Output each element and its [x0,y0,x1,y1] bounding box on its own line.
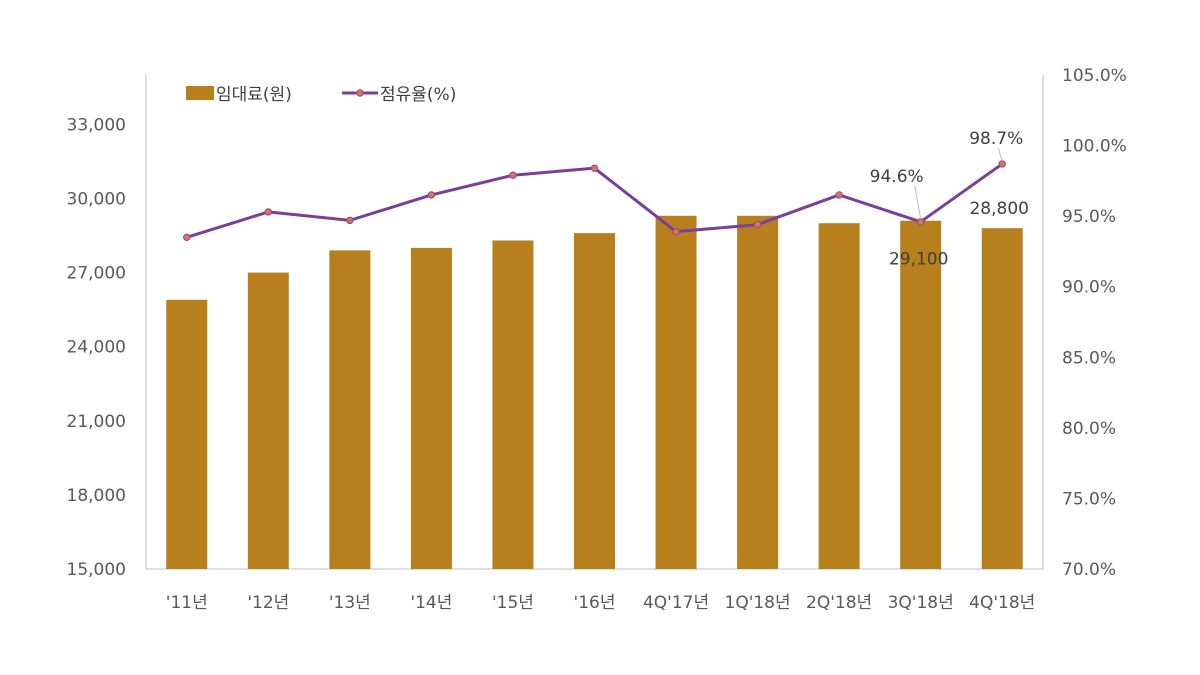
legend-label-rent: 임대료(원) [216,85,292,105]
bar [410,247,452,569]
x-tick-label: '15년 [492,593,534,613]
y-left-tick-label: 21,000 [67,412,126,432]
x-tick-label: '11년 [166,593,208,613]
bar [655,215,697,570]
y-right-tick-label: 90.0% [1062,278,1116,298]
legend-swatch-rent [186,86,214,100]
line-marker [264,208,273,216]
y-right-tick-label: 105.0% [1062,66,1127,86]
leader-line [997,147,1003,162]
line-data-label: 94.6% [870,167,924,187]
line-marker [509,171,517,179]
legend: 임대료(원) 점유율(%) [186,85,456,105]
x-tick-label: '12년 [247,593,289,613]
line-marker [753,220,762,229]
y-left-tick-label: 15,000 [67,560,126,580]
y-right-tick-label: 100.0% [1062,137,1127,157]
line-marker [427,191,436,199]
legend-label-occupancy: 점유율(%) [380,85,456,105]
bar-data-label: 28,800 [969,199,1028,219]
y-right-tick-label: 75.0% [1062,489,1116,509]
line-marker [183,233,191,242]
y-left-tick-label: 24,000 [67,338,126,358]
line-series [183,160,1006,242]
line-marker [590,164,599,172]
line-marker [835,191,843,199]
bar-data-label: 29,100 [889,250,948,270]
bar [818,223,860,569]
x-tick-label: '14년 [410,593,452,613]
y-right-tick-label: 80.0% [1062,419,1116,439]
bar [900,220,942,570]
line-marker [998,160,1006,168]
line-data-label: 98.7% [969,129,1023,149]
x-tick-label: 2Q'18년 [806,593,872,613]
bar [574,233,615,569]
bar-series [166,215,1023,570]
y-right-tick-label: 95.0% [1062,207,1116,227]
x-tick-label: 3Q'18년 [888,593,954,613]
data-labels: 29,100 28,800 94.6% 98.7% [870,129,1029,270]
leader-line [914,185,922,219]
line-marker [346,216,354,225]
y-left-tick-label: 27,000 [67,264,126,284]
bar [166,299,208,569]
bar [737,215,779,570]
x-tick-label: 4Q'17년 [643,593,709,613]
y-left-tick-label: 30,000 [67,190,126,210]
axes: 15,000 18,000 21,000 24,000 27,000 30,000 33,0… [67,66,1127,613]
x-tick-label: '16년 [574,593,616,613]
y-right-tick-label: 85.0% [1062,348,1116,368]
x-tick-label: 4Q'18년 [969,593,1035,613]
legend-marker-occupancy [356,89,364,97]
y-right-tick-label: 70.0% [1062,560,1116,580]
y-left-tick-label: 33,000 [67,115,126,135]
x-tick-label: '13년 [329,593,371,613]
x-tick-label: 1Q'18년 [725,593,791,613]
y-left-tick-label: 18,000 [67,486,126,506]
bar [247,272,289,569]
bar [329,250,371,569]
bar [981,228,1023,569]
line-marker [672,227,680,236]
bar [492,240,534,570]
line-marker [916,218,925,226]
